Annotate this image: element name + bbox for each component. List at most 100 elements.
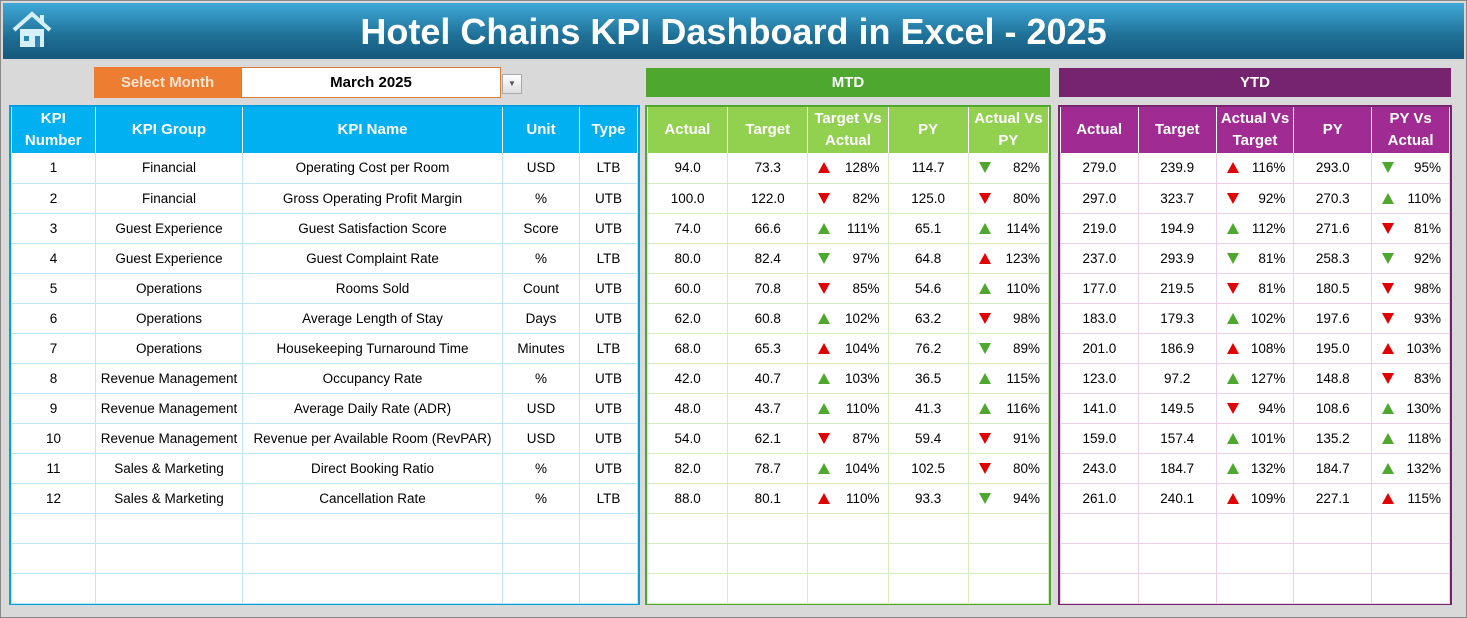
- empty-cell: [887, 573, 969, 604]
- kpi-group: Guest Experience: [95, 243, 243, 274]
- kpi-name: Operating Cost per Room: [242, 153, 503, 184]
- ytd-py: 195.0: [1293, 333, 1373, 364]
- empty-cell: [967, 543, 1050, 574]
- kpi-unit: Count: [502, 273, 580, 304]
- empty-cell: [887, 513, 969, 544]
- column-header: Actual Vs PY: [968, 107, 1050, 153]
- table-row: 297.0 323.7 92% 270.3 110%: [1060, 183, 1450, 214]
- empty-cell: [1293, 513, 1373, 544]
- empty-cell: [502, 573, 580, 604]
- mtd-py: 36.5: [887, 363, 969, 394]
- mtd-actual-vs-py: 115%: [967, 363, 1050, 394]
- mtd-actual-vs-py: 89%: [967, 333, 1050, 364]
- empty-cell: [887, 543, 969, 574]
- kpi-type: UTB: [579, 453, 638, 484]
- home-icon[interactable]: [11, 9, 53, 51]
- empty-row: [11, 513, 638, 544]
- mtd-target-vs-actual: 104%: [807, 453, 889, 484]
- mtd-target-vs-actual: 110%: [807, 483, 889, 514]
- table-row: 159.0 157.4 101% 135.2 118%: [1060, 423, 1450, 454]
- mtd-table: Actual Target Target Vs Actual PY Actual Vs …: [645, 105, 1051, 605]
- mtd-target-vs-actual: 82%: [807, 183, 889, 214]
- title-bar: Hotel Chains KPI Dashboard in Excel - 20…: [3, 3, 1464, 59]
- month-select[interactable]: March 2025: [241, 67, 501, 98]
- mtd-target: 43.7: [727, 393, 809, 424]
- column-header: PY: [888, 107, 969, 153]
- percent-value: 103%: [845, 370, 880, 386]
- percent-value: 102%: [1250, 310, 1286, 326]
- empty-row: [1060, 543, 1450, 574]
- empty-cell: [1137, 513, 1217, 544]
- empty-cell: [807, 573, 889, 604]
- empty-cell: [242, 573, 503, 604]
- ytd-actual: 159.0: [1060, 423, 1139, 454]
- kpi-type: UTB: [579, 393, 638, 424]
- ytd-target: 239.9: [1137, 153, 1217, 184]
- table-row: 183.0 179.3 102% 197.6 93%: [1060, 303, 1450, 334]
- ytd-actual-vs-target: 127%: [1215, 363, 1295, 394]
- triangle-down-icon: [1382, 222, 1395, 234]
- table-row: 1 Financial Operating Cost per Room USD LTB: [11, 153, 638, 184]
- mtd-target: 122.0: [727, 183, 809, 214]
- percent-value: 112%: [1251, 220, 1286, 236]
- mtd-py: 102.5: [887, 453, 969, 484]
- mtd-py: 76.2: [887, 333, 969, 364]
- triangle-up-icon: [1226, 432, 1239, 444]
- ytd-target: 157.4: [1137, 423, 1217, 454]
- kpi-num: 1: [11, 153, 96, 184]
- ytd-py-vs-actual: 95%: [1371, 153, 1450, 184]
- percent-value: 82%: [1012, 160, 1040, 176]
- chevron-down-icon[interactable]: ▼: [502, 74, 522, 94]
- empty-cell: [1293, 573, 1373, 604]
- empty-cell: [95, 543, 243, 574]
- table-row: 4 Guest Experience Guest Complaint Rate% LT…: [11, 243, 638, 274]
- mtd-target: 40.7: [727, 363, 809, 394]
- kpi-unit: %: [502, 363, 580, 394]
- mtd-target-vs-actual: 104%: [807, 333, 889, 364]
- percent-value: 128%: [845, 160, 880, 176]
- mtd-actual: 100.0: [646, 183, 729, 214]
- ytd-actual: 141.0: [1060, 393, 1139, 424]
- mtd-actual-vs-py: 123%: [967, 243, 1050, 274]
- kpi-num: 8: [11, 363, 96, 394]
- percent-value: 130%: [1406, 400, 1441, 416]
- table-row: 237.0 293.9 81% 258.3 92%: [1060, 243, 1450, 274]
- kpi-num: 9: [11, 393, 96, 424]
- triangle-down-icon: [818, 192, 831, 204]
- triangle-up-icon: [818, 402, 831, 414]
- ytd-target: 97.2: [1137, 363, 1217, 394]
- triangle-up-icon: [1226, 162, 1239, 174]
- mtd-actual: 62.0: [646, 303, 729, 334]
- table-row: 7 Operations Housekeeping Turnaround Time M…: [11, 333, 638, 364]
- percent-value: 114%: [1006, 220, 1040, 236]
- triangle-up-icon: [1382, 192, 1395, 204]
- empty-cell: [11, 573, 96, 604]
- table-row: 6 Operations Average Length of Stay Days UTB: [11, 303, 638, 334]
- ytd-py: 108.6: [1293, 393, 1373, 424]
- column-header: Actual: [1060, 107, 1139, 153]
- mtd-actual-vs-py: 94%: [967, 483, 1050, 514]
- ytd-actual-vs-target: 112%: [1215, 213, 1295, 244]
- percent-value: 118%: [1407, 430, 1441, 446]
- triangle-down-icon: [978, 312, 991, 324]
- empty-row: [11, 573, 638, 604]
- triangle-down-icon: [978, 492, 991, 504]
- triangle-up-icon: [818, 342, 831, 354]
- kpi-name: Average Length of Stay: [242, 303, 503, 334]
- kpi-num: 12: [11, 483, 96, 514]
- table-row: 94.0 73.3 128% 114.7 82%: [646, 153, 1050, 184]
- triangle-down-icon: [978, 462, 991, 474]
- triangle-up-icon: [1382, 432, 1395, 444]
- empty-row: [11, 543, 638, 574]
- mtd-py: 65.1: [887, 213, 969, 244]
- table-row: 48.0 43.7 110% 41.3 116%: [646, 393, 1050, 424]
- empty-cell: [727, 573, 809, 604]
- empty-cell: [95, 573, 243, 604]
- percent-value: 132%: [1250, 460, 1286, 476]
- empty-cell: [1293, 543, 1373, 574]
- percent-value: 92%: [1258, 190, 1286, 206]
- table-row: 62.0 60.8 102% 63.2 98%: [646, 303, 1050, 334]
- triangle-up-icon: [1226, 462, 1239, 474]
- kpi-type: LTB: [579, 243, 638, 274]
- mtd-py: 114.7: [887, 153, 969, 184]
